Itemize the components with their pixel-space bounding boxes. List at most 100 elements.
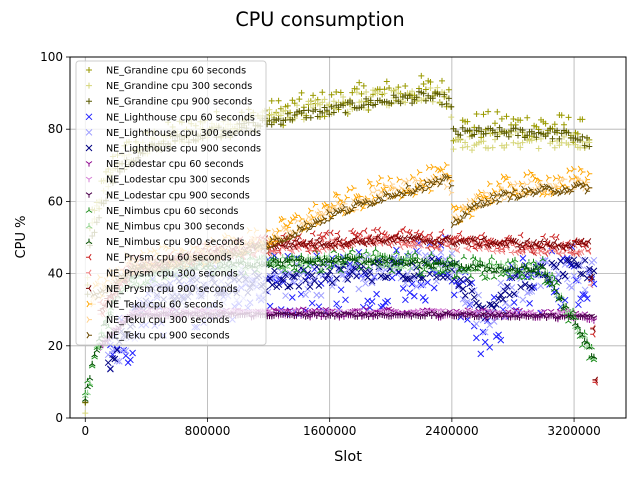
legend-label: NE_Teku cpu 60 seconds <box>106 300 224 311</box>
data-point <box>277 112 284 119</box>
data-point <box>427 85 434 91</box>
data-point <box>510 139 517 146</box>
data-point <box>533 134 540 141</box>
data-point <box>563 275 571 283</box>
data-point <box>331 279 338 287</box>
data-point <box>528 137 535 144</box>
data-point <box>503 113 510 120</box>
data-point <box>466 301 474 308</box>
data-point <box>284 110 291 117</box>
data-point <box>510 299 518 306</box>
data-point <box>266 106 273 113</box>
data-point <box>575 277 582 285</box>
data-point <box>310 92 317 99</box>
data-point <box>364 253 372 260</box>
data-point <box>503 129 510 136</box>
legend-item: NE_Teku cpu 300 seconds <box>86 315 230 326</box>
data-point <box>296 96 303 103</box>
data-point <box>374 90 381 97</box>
data-point <box>397 100 404 107</box>
data-point <box>561 133 567 140</box>
data-point <box>448 103 455 110</box>
data-point <box>294 102 300 109</box>
data-point <box>441 91 448 98</box>
data-point <box>266 117 273 124</box>
legend-label: NE_Teku cpu 300 seconds <box>106 315 230 326</box>
data-point <box>413 94 420 101</box>
data-point <box>120 346 128 354</box>
data-point <box>485 108 492 115</box>
data-point <box>415 249 423 257</box>
data-point <box>581 142 588 149</box>
data-point <box>459 285 467 293</box>
data-point <box>418 72 425 79</box>
data-point <box>439 77 445 84</box>
data-point <box>586 265 593 273</box>
data-point <box>519 139 526 146</box>
x-tick-label: 1600000 <box>303 424 356 438</box>
data-point <box>383 78 390 85</box>
data-point <box>517 144 524 151</box>
data-point <box>497 336 505 344</box>
legend-label: NE_Lighthouse cpu 900 seconds <box>106 144 261 155</box>
y-tick-label: 0 <box>55 411 63 425</box>
data-point <box>459 295 467 303</box>
data-point <box>468 287 476 295</box>
data-point <box>521 281 529 288</box>
data-point <box>588 273 596 281</box>
data-point <box>363 89 370 95</box>
data-point <box>554 127 561 134</box>
data-point <box>340 94 347 100</box>
legend-label: NE_Grandine cpu 60 seconds <box>106 66 246 77</box>
data-point <box>291 112 298 119</box>
data-point <box>307 114 314 121</box>
data-point <box>268 97 275 104</box>
data-point <box>417 281 425 289</box>
data-point <box>312 97 319 104</box>
data-point <box>480 138 487 145</box>
data-point <box>550 263 558 271</box>
legend-item: NE_Lighthouse cpu 900 seconds <box>85 144 261 155</box>
data-point <box>344 276 352 283</box>
data-point <box>450 275 458 283</box>
data-point <box>557 257 565 265</box>
data-point <box>282 292 289 300</box>
data-point <box>512 291 520 298</box>
data-point <box>328 91 335 98</box>
data-point <box>284 102 291 109</box>
legend-label: NE_Lodestar cpu 60 seconds <box>106 159 244 170</box>
legend-item: NE_Grandine cpu 300 seconds <box>86 81 252 92</box>
data-point <box>266 275 274 282</box>
data-point <box>470 293 478 301</box>
data-point <box>482 130 489 137</box>
legend-label: NE_Teku cpu 900 seconds <box>106 331 230 342</box>
data-point <box>353 271 360 279</box>
data-point <box>358 90 365 97</box>
data-point <box>558 112 565 119</box>
data-point <box>113 346 121 354</box>
data-point <box>505 133 512 140</box>
data-point <box>477 350 485 358</box>
data-point <box>579 133 586 140</box>
legend: NE_Grandine cpu 60 seconds NE_Grandine cp… <box>75 60 267 346</box>
data-point <box>579 256 587 264</box>
data-point <box>433 273 440 281</box>
data-point <box>375 266 383 273</box>
data-point <box>342 109 349 116</box>
legend-item: NE_Nimbus cpu 60 seconds <box>85 206 238 217</box>
data-point <box>404 270 411 278</box>
data-point <box>494 108 501 115</box>
data-point <box>322 275 329 283</box>
legend-label: NE_Prysm cpu 60 seconds <box>106 253 232 264</box>
legend-label: NE_Lodestar cpu 300 seconds <box>106 175 250 186</box>
data-point <box>572 261 580 269</box>
data-point <box>363 95 370 102</box>
data-point <box>462 139 469 146</box>
data-point <box>473 111 480 117</box>
data-point <box>515 140 521 147</box>
data-point <box>429 95 436 102</box>
data-point <box>107 364 114 372</box>
data-point <box>538 135 544 142</box>
data-point <box>415 272 423 279</box>
data-point <box>466 127 473 134</box>
